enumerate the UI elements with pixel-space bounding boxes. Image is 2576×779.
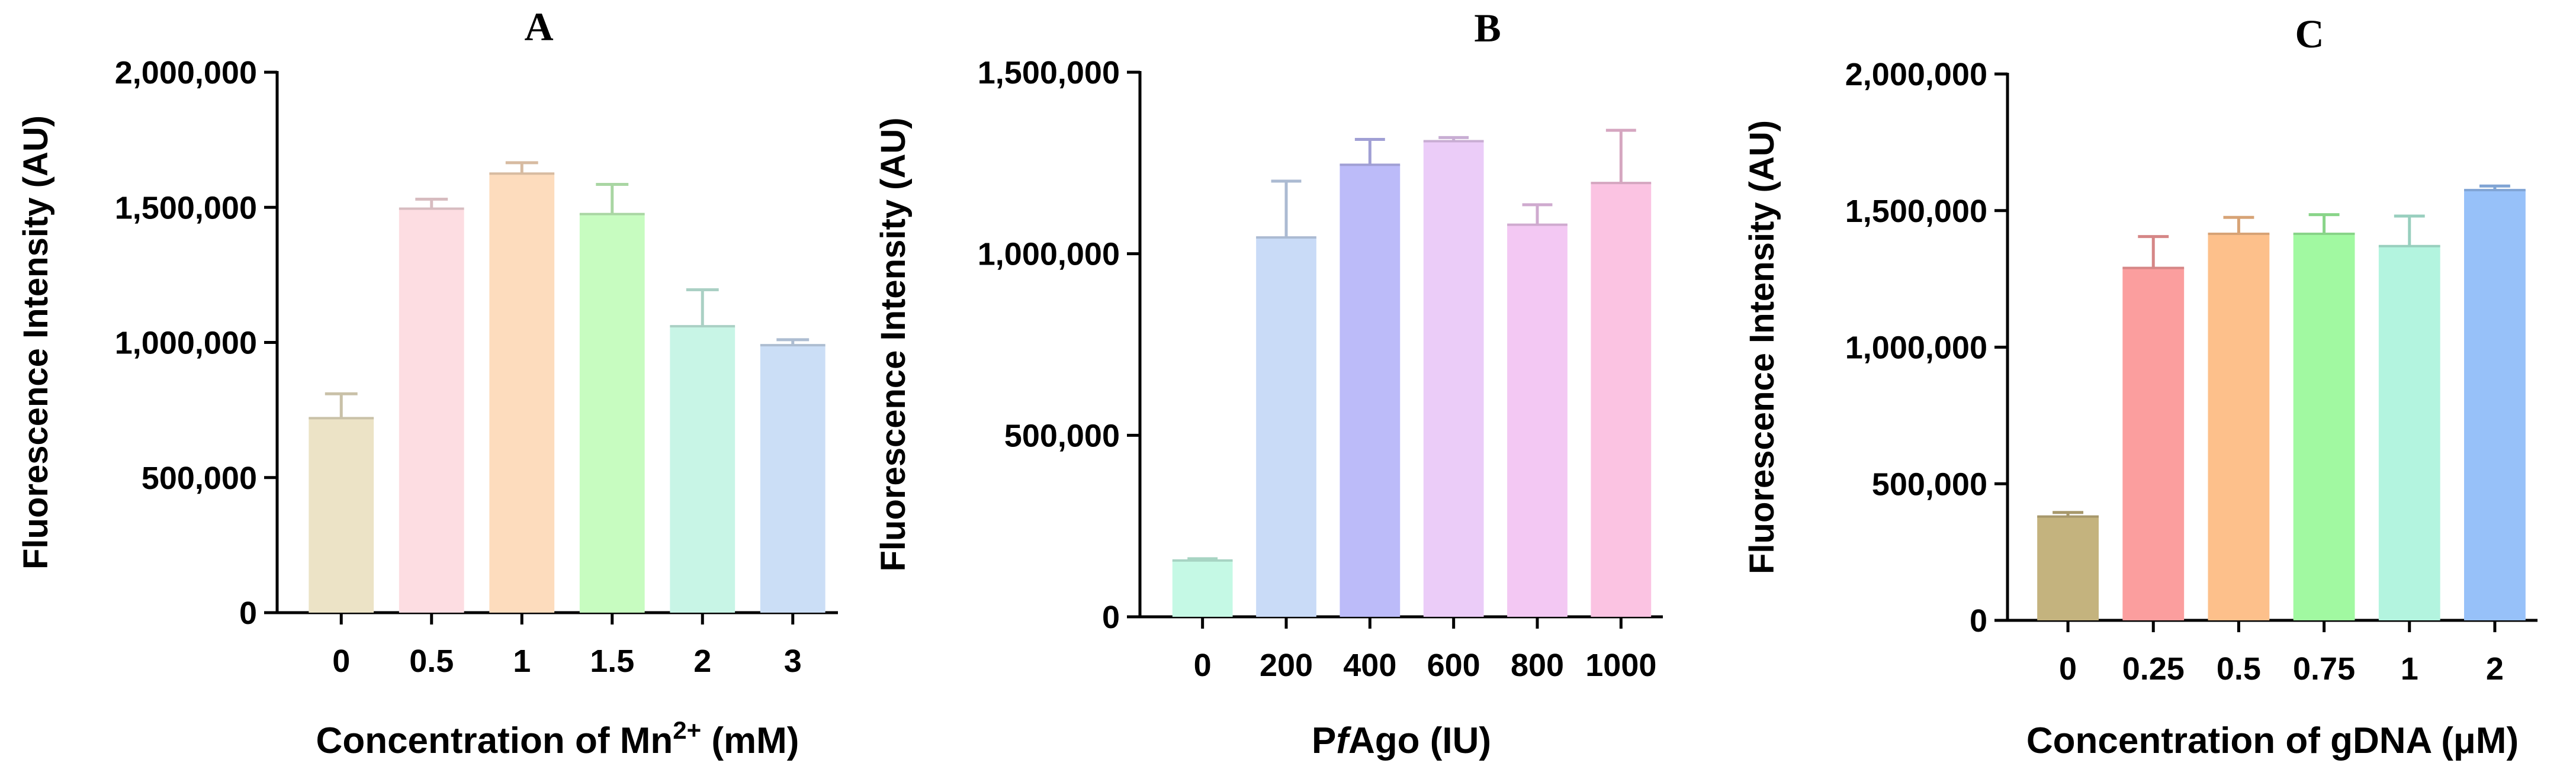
- bar-3: [760, 345, 826, 613]
- bar-2: [2464, 190, 2526, 620]
- x-tick-label: 3: [784, 643, 802, 679]
- y-axis-label: Fluorescence Intensity (AU): [874, 117, 913, 571]
- y-tick-label: 500,000: [1872, 466, 1987, 502]
- y-tick-label: 0: [1102, 600, 1120, 635]
- y-tick-label: 1,500,000: [115, 190, 257, 226]
- bar-0: [1172, 560, 1233, 617]
- y-tick-label: 0: [1970, 603, 1987, 639]
- bar-1: [2378, 246, 2440, 620]
- x-tick-label: 400: [1343, 648, 1396, 683]
- x-tick-label: 600: [1427, 648, 1480, 683]
- x-tick-label: 2: [693, 643, 711, 679]
- y-tick-label: 1,000,000: [115, 326, 257, 361]
- bar-0.75: [2293, 233, 2355, 620]
- x-tick-label: 1.5: [590, 643, 634, 679]
- bar-1.5: [579, 214, 645, 613]
- y-tick-label: 2,000,000: [1845, 57, 1987, 92]
- y-tick-label: 500,000: [142, 461, 257, 496]
- bar-0.5: [399, 208, 464, 613]
- x-tick-label: 200: [1260, 648, 1313, 683]
- bar-0: [2037, 516, 2099, 620]
- y-tick-label: 1,500,000: [1845, 194, 1987, 229]
- panel-title: C: [2295, 11, 2324, 56]
- y-tick-label: 2,000,000: [115, 55, 257, 91]
- y-axis-label: Fluorescence Intensity (AU): [1743, 120, 1781, 574]
- bar-2: [670, 326, 735, 613]
- bar-1000: [1591, 183, 1652, 617]
- x-tick-label: 0.25: [2122, 651, 2185, 687]
- chart-panel-c: C Fluorescence Intensity (AU) 0 500,000 1,00…: [1743, 11, 2538, 761]
- x-axis-label: Concentration of Mn2+ (mM): [316, 716, 799, 761]
- x-tick-label: 0: [1194, 648, 1212, 683]
- bar-1: [489, 173, 555, 613]
- bar-400: [1340, 165, 1401, 617]
- bar-200: [1256, 237, 1316, 617]
- y-tick-label: 1,000,000: [978, 237, 1120, 272]
- y-axis-label: Fluorescence Intensity (AU): [17, 115, 55, 569]
- bar-800: [1507, 224, 1568, 617]
- bar-600: [1423, 141, 1484, 617]
- x-tick-label: 0: [332, 643, 350, 679]
- y-tick-label: 1,000,000: [1845, 330, 1987, 366]
- bar-0.25: [2122, 268, 2185, 620]
- y-tick-label: 500,000: [1004, 418, 1120, 453]
- chart-panel-b: B Fluorescence Intensity (AU) 0 500,000 1,00…: [874, 5, 1663, 761]
- x-tick-label: 0.5: [409, 643, 454, 679]
- y-tick-label: 0: [239, 595, 257, 631]
- panel-title: B: [1474, 5, 1501, 50]
- bar-0: [309, 418, 374, 613]
- x-tick-label: 800: [1511, 648, 1564, 683]
- x-tick-label: 1: [513, 643, 531, 679]
- x-tick-label: 1000: [1585, 648, 1656, 683]
- x-tick-label: 2: [2486, 651, 2504, 687]
- chart-panel-a: A Fluorescence Intensity (AU) 0 500,000 1,00…: [17, 4, 838, 761]
- x-tick-label: 0: [2059, 651, 2077, 687]
- y-tick-label: 1,500,000: [978, 55, 1120, 91]
- x-axis-label: PfAgo (IU): [1312, 720, 1491, 761]
- x-tick-label: 0.5: [2217, 651, 2261, 687]
- bar-0.5: [2208, 233, 2270, 620]
- x-axis-label: Concentration of gDNA (μM): [2026, 720, 2519, 761]
- panel-title: A: [524, 4, 553, 49]
- x-tick-label: 0.75: [2293, 651, 2355, 687]
- x-tick-label: 1: [2401, 651, 2418, 687]
